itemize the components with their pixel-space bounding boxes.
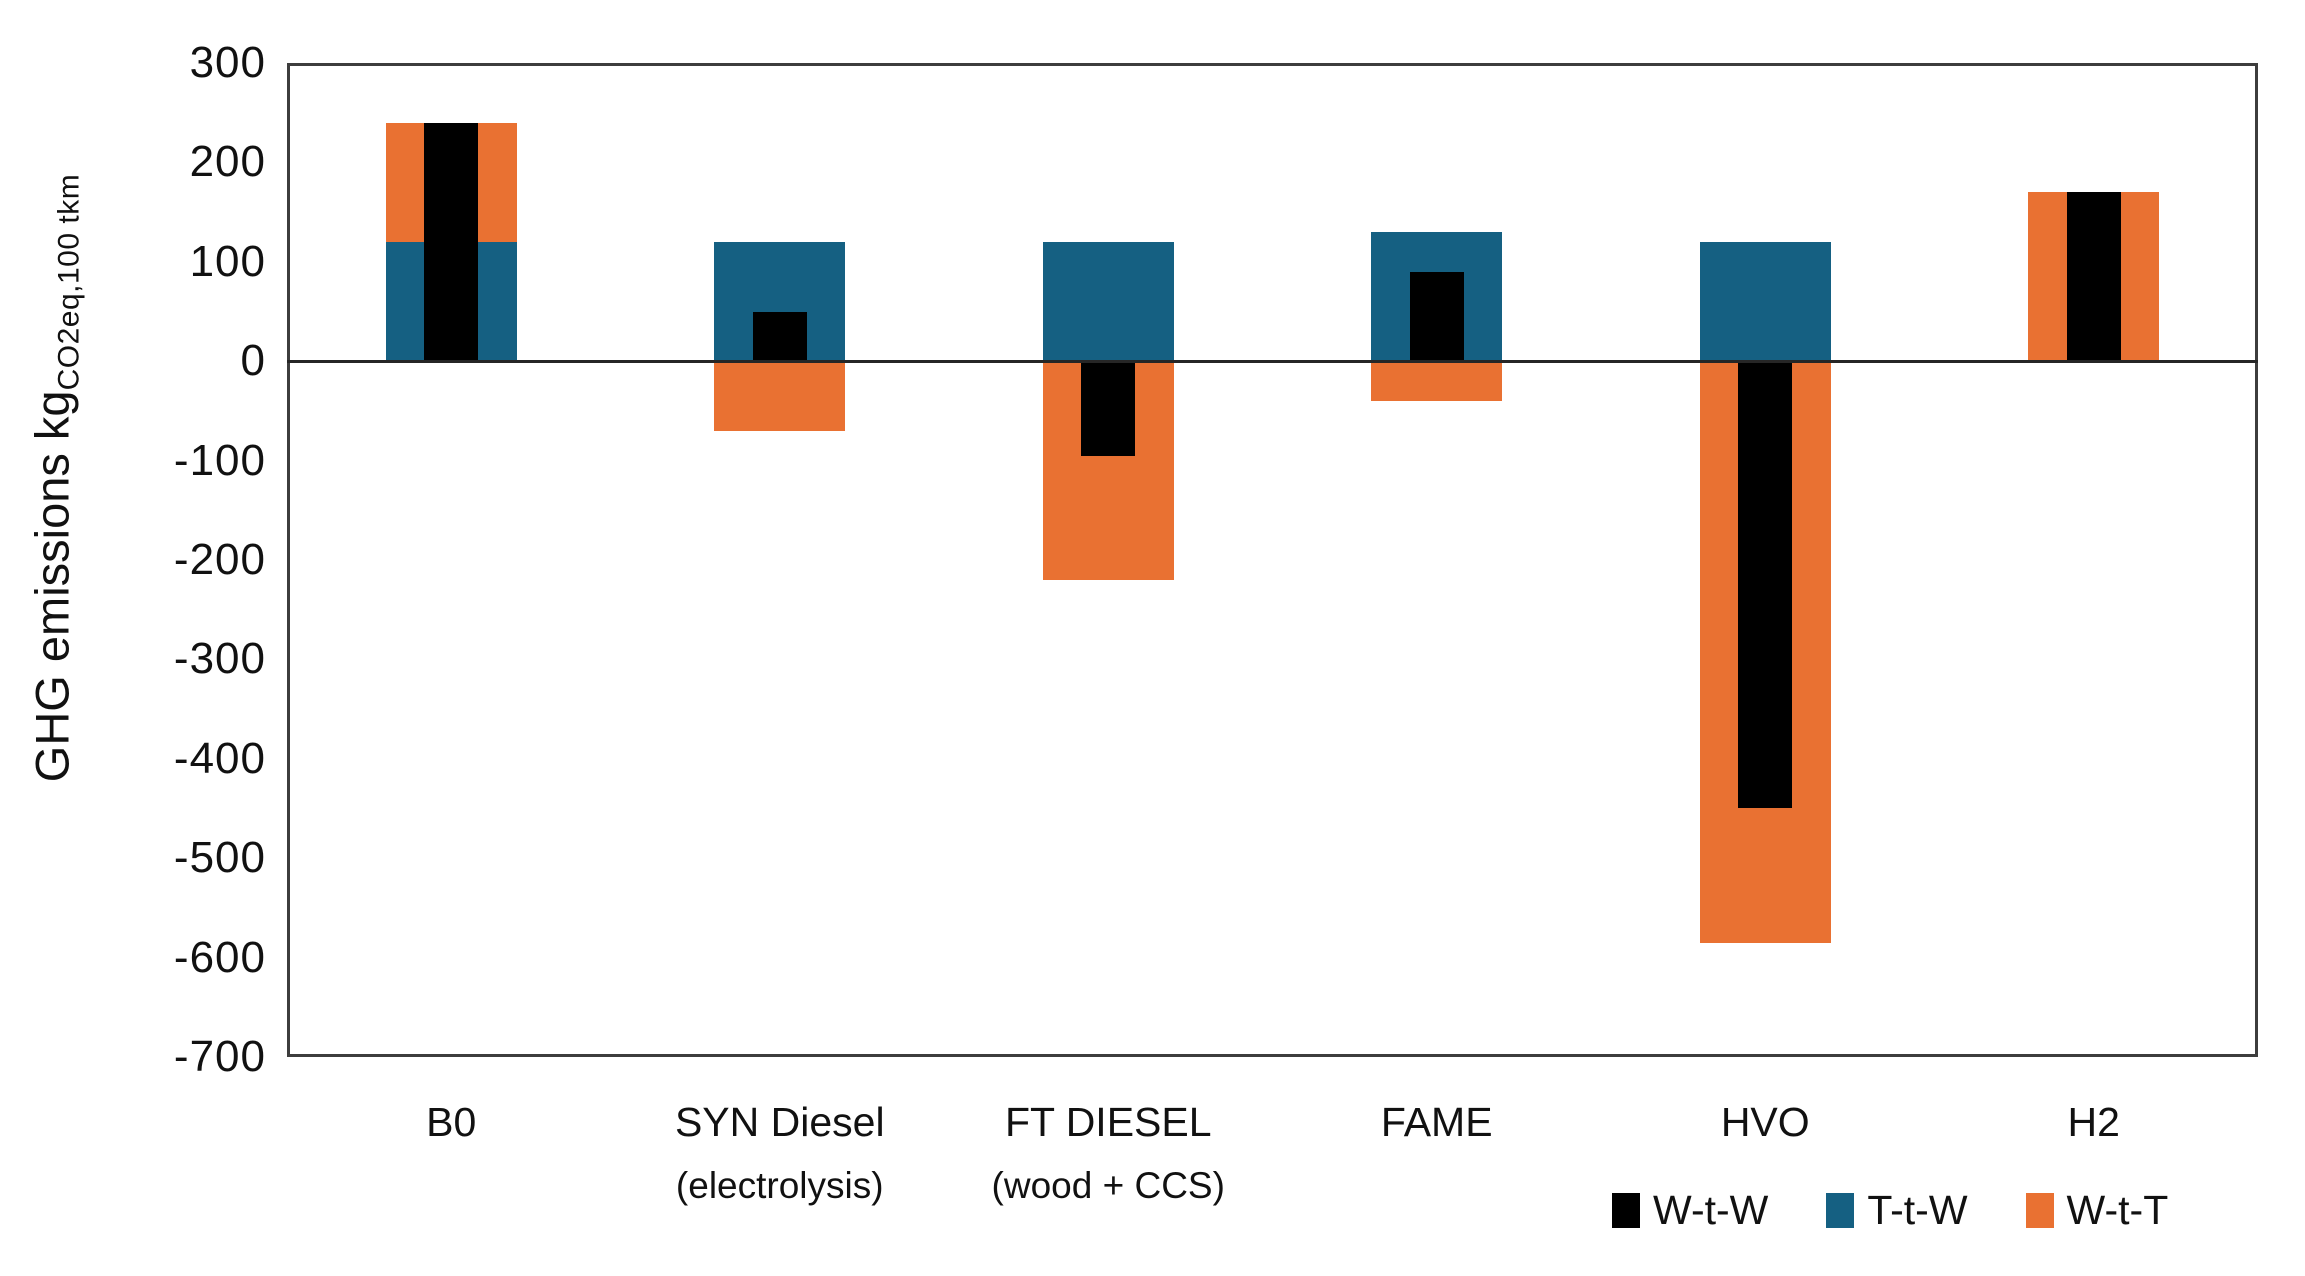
category-sublabel-syn-diesel: (electrolysis) <box>675 1165 884 1206</box>
bar-ft-diesel-ttw <box>1042 241 1174 362</box>
category-label-fame: FAME <box>1380 1099 1493 1145</box>
category-label-ft-diesel: FT DIESEL <box>1004 1099 1212 1145</box>
y-tick-label: -200 <box>173 535 266 584</box>
y-tick-label: -600 <box>173 932 266 982</box>
legend-label-wtt: W-t-T <box>2066 1187 2169 1233</box>
legend-swatch-ttw <box>1826 1192 1855 1228</box>
bar-h2-wtw <box>2066 192 2121 362</box>
bar-ft-diesel-wtw <box>1081 361 1136 456</box>
y-tick-label: 100 <box>189 236 266 286</box>
legend-swatch-wtt <box>2025 1192 2054 1228</box>
bar-hvo-ttw <box>1699 241 1831 362</box>
y-tick-label: -300 <box>173 634 266 684</box>
bar-syn-diesel-wtt <box>714 361 846 431</box>
plot-area <box>287 63 2258 1057</box>
bar-syn-diesel-wtw <box>752 311 807 362</box>
legend-swatch-wtw <box>1612 1192 1640 1228</box>
bar-b0-wtw <box>424 122 479 362</box>
category-label-b0: B0 <box>426 1099 477 1145</box>
bar-fame-wtw <box>1409 271 1464 362</box>
zero-axis-line <box>287 359 2258 363</box>
legend: W-t-W T-t-W W-t-T <box>1612 1186 2168 1234</box>
y-tick-label: -500 <box>173 833 266 883</box>
legend-label-wtw: W-t-W <box>1653 1187 1769 1233</box>
legend-label-ttw: T-t-W <box>1867 1187 1968 1233</box>
y-tick-label: 200 <box>189 137 266 187</box>
y-tick-label: -100 <box>173 435 266 485</box>
legend-item-wtw: W-t-W <box>1612 1186 1768 1234</box>
y-tick-label: -400 <box>173 733 266 783</box>
bar-hvo-wtw <box>1738 361 1793 809</box>
y-tick-label: 300 <box>189 38 266 87</box>
category-label-hvo: HVO <box>1720 1099 1810 1145</box>
legend-item-ttw: T-t-W <box>1826 1186 1968 1234</box>
category-sublabel-ft-diesel: (wood + CCS) <box>991 1165 1225 1206</box>
y-tick-label: -700 <box>173 1032 266 1081</box>
category-label-h2: H2 <box>2067 1099 2120 1145</box>
category-label-syn-diesel: SYN Diesel <box>674 1099 885 1145</box>
y-tick-label: 0 <box>240 336 266 386</box>
legend-item-wtt: W-t-T <box>2025 1186 2169 1234</box>
bar-fame-wtt <box>1371 361 1503 401</box>
